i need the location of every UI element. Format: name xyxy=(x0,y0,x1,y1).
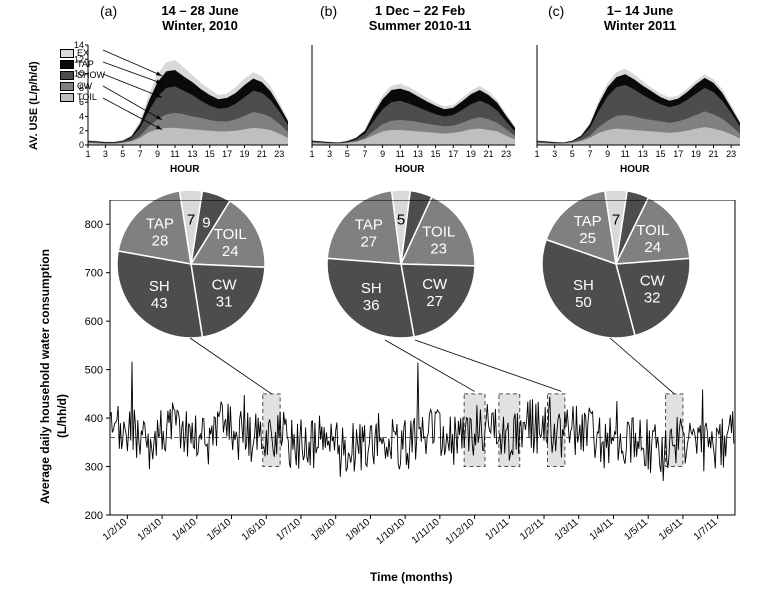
ts-ylabel-2: (L/hh/d) xyxy=(55,394,69,438)
svg-text:1/3/11: 1/3/11 xyxy=(553,517,581,543)
svg-text:11: 11 xyxy=(621,149,630,159)
svg-text:5: 5 xyxy=(570,149,575,159)
svg-text:11: 11 xyxy=(396,149,405,159)
svg-text:3: 3 xyxy=(552,149,557,159)
svg-text:3: 3 xyxy=(103,149,108,159)
svg-text:9: 9 xyxy=(380,149,385,159)
svg-text:1/5/10: 1/5/10 xyxy=(205,517,234,544)
svg-text:1/8/10: 1/8/10 xyxy=(309,517,338,544)
svg-text:9: 9 xyxy=(605,149,610,159)
hour-label-b: HOUR xyxy=(395,164,424,175)
svg-text:7: 7 xyxy=(362,149,367,159)
svg-text:23: 23 xyxy=(726,149,736,159)
panel-a-title: 14 – 28 JuneWinter, 2010 xyxy=(140,3,260,33)
svg-text:7: 7 xyxy=(587,149,592,159)
svg-text:10: 10 xyxy=(74,69,84,79)
panel-a-label: (a) xyxy=(100,3,117,19)
svg-text:2: 2 xyxy=(79,126,84,136)
svg-text:17: 17 xyxy=(222,149,232,159)
svg-text:17: 17 xyxy=(448,149,458,159)
svg-text:19: 19 xyxy=(466,149,476,159)
svg-text:23: 23 xyxy=(501,149,511,159)
svg-text:19: 19 xyxy=(691,149,701,159)
svg-text:1/6/10: 1/6/10 xyxy=(240,517,269,544)
hour-label-a: HOUR xyxy=(170,164,199,175)
svg-text:8: 8 xyxy=(79,83,84,93)
svg-text:12: 12 xyxy=(74,54,84,64)
timeseries-chart: 2003004005006007008001/2/101/3/101/4/101… xyxy=(70,200,750,570)
hour-label-c: HOUR xyxy=(620,164,649,175)
svg-text:1/3/10: 1/3/10 xyxy=(136,517,165,544)
svg-text:1/4/10: 1/4/10 xyxy=(170,517,199,544)
svg-text:9: 9 xyxy=(155,149,160,159)
svg-text:4: 4 xyxy=(79,111,84,121)
svg-text:1/4/11: 1/4/11 xyxy=(588,517,616,543)
svg-text:0: 0 xyxy=(79,140,84,150)
svg-text:1/1/11: 1/1/11 xyxy=(483,517,511,543)
svg-text:1: 1 xyxy=(534,149,539,159)
svg-text:1/7/10: 1/7/10 xyxy=(275,517,304,544)
svg-text:400: 400 xyxy=(85,413,103,425)
svg-text:5: 5 xyxy=(120,149,125,159)
svg-text:1/2/10: 1/2/10 xyxy=(101,517,130,544)
svg-text:1: 1 xyxy=(309,149,314,159)
ts-xlabel: Time (months) xyxy=(370,570,452,584)
svg-text:5: 5 xyxy=(345,149,350,159)
svg-text:19: 19 xyxy=(240,149,250,159)
svg-text:500: 500 xyxy=(85,365,103,377)
svg-text:3: 3 xyxy=(327,149,332,159)
svg-text:1/9/10: 1/9/10 xyxy=(344,517,373,544)
svg-text:15: 15 xyxy=(431,149,441,159)
svg-text:1/11/10: 1/11/10 xyxy=(410,517,442,547)
svg-text:21: 21 xyxy=(257,149,267,159)
svg-text:14: 14 xyxy=(74,40,84,50)
svg-text:13: 13 xyxy=(187,149,197,159)
area-chart-a: 135791113151719212302468101214 xyxy=(58,40,293,163)
svg-text:13: 13 xyxy=(413,149,423,159)
svg-text:7: 7 xyxy=(138,149,143,159)
svg-text:13: 13 xyxy=(638,149,648,159)
panel-b-title: 1 Dec – 22 FebSummer 2010-11 xyxy=(350,3,490,33)
svg-text:1/2/11: 1/2/11 xyxy=(518,517,546,543)
svg-text:1/7/11: 1/7/11 xyxy=(692,517,720,543)
svg-text:1/10/10: 1/10/10 xyxy=(374,517,407,547)
svg-text:700: 700 xyxy=(85,268,103,280)
svg-text:1/5/11: 1/5/11 xyxy=(622,517,650,543)
panel-c-label: (c) xyxy=(548,3,564,19)
svg-text:23: 23 xyxy=(274,149,284,159)
svg-text:1/6/11: 1/6/11 xyxy=(657,517,685,543)
svg-text:17: 17 xyxy=(673,149,683,159)
ts-ylabel: Average daily household water consumptio… xyxy=(38,249,52,504)
svg-text:15: 15 xyxy=(205,149,215,159)
svg-text:200: 200 xyxy=(85,510,103,522)
svg-text:1: 1 xyxy=(85,149,90,159)
svg-text:800: 800 xyxy=(85,219,103,231)
svg-text:15: 15 xyxy=(656,149,666,159)
area-chart-b: 1357911131517192123 xyxy=(300,40,520,163)
svg-text:21: 21 xyxy=(709,149,719,159)
svg-text:21: 21 xyxy=(484,149,494,159)
panel-b-label: (b) xyxy=(320,3,337,19)
svg-text:11: 11 xyxy=(170,149,179,159)
svg-text:300: 300 xyxy=(85,462,103,474)
panel-c-title: 1– 14 JuneWinter 2011 xyxy=(580,3,700,33)
svg-text:6: 6 xyxy=(79,97,84,107)
svg-text:1/12/10: 1/12/10 xyxy=(444,517,477,547)
area-y-label: AV. USE (L/p/h/d) xyxy=(28,61,40,150)
svg-text:600: 600 xyxy=(85,316,103,328)
area-chart-c: 1357911131517192123 xyxy=(525,40,745,163)
